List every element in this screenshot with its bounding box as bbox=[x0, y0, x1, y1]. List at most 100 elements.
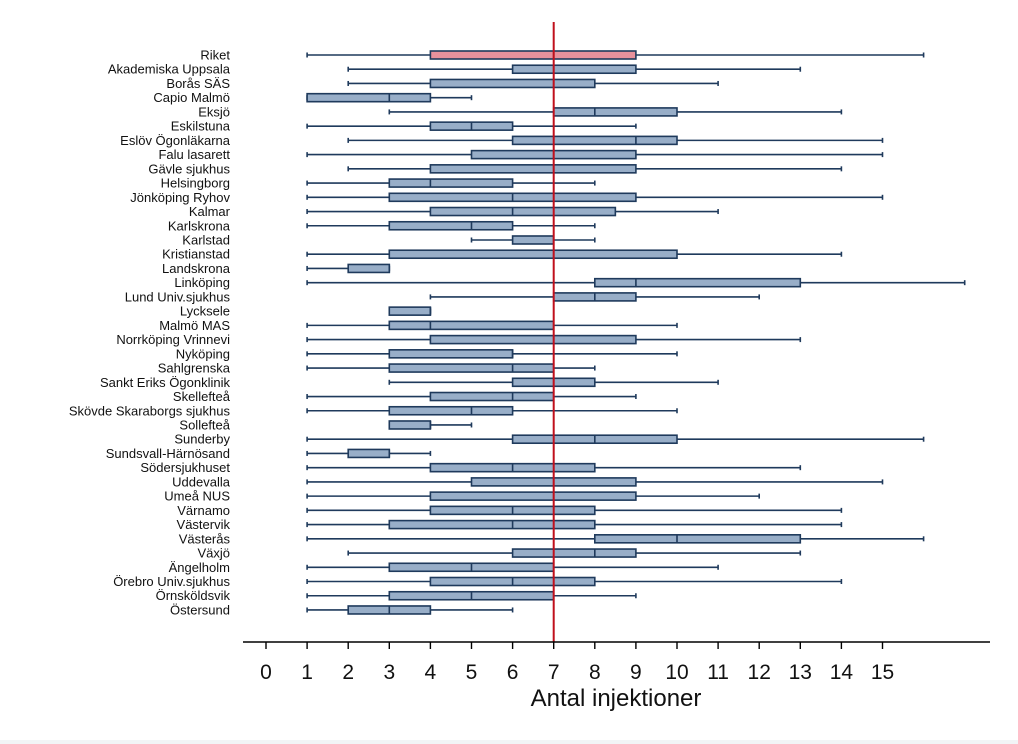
box bbox=[347, 263, 391, 274]
box bbox=[388, 420, 432, 430]
box-row bbox=[306, 149, 884, 160]
category-label: Jönköping Ryhov bbox=[130, 190, 230, 205]
x-tick-label: 1 bbox=[301, 661, 313, 684]
box-row bbox=[347, 548, 802, 558]
box bbox=[388, 519, 596, 530]
box-row bbox=[306, 220, 596, 231]
x-tick-label: 10 bbox=[665, 661, 688, 684]
box-row bbox=[347, 78, 719, 89]
box-row bbox=[306, 320, 678, 331]
category-label: Umeå NUS bbox=[164, 489, 230, 504]
box bbox=[552, 107, 678, 117]
box bbox=[388, 249, 678, 260]
category-label: Kalmar bbox=[189, 204, 231, 219]
box-row bbox=[470, 235, 596, 245]
x-tick-label: 5 bbox=[466, 661, 478, 684]
box bbox=[429, 78, 596, 89]
category-label: Växjö bbox=[197, 546, 230, 561]
box bbox=[429, 50, 637, 60]
category-label: Uddevalla bbox=[172, 474, 231, 489]
category-label: Västervik bbox=[177, 517, 231, 532]
box bbox=[347, 448, 391, 459]
box-row bbox=[306, 391, 637, 402]
category-label: Sunderby bbox=[174, 432, 230, 447]
box-row bbox=[306, 534, 925, 544]
category-label: Capio Malmö bbox=[153, 90, 230, 105]
box-row bbox=[306, 50, 925, 60]
category-label: Sankt Eriks Ögonklinik bbox=[100, 375, 231, 390]
category-label: Eskilstuna bbox=[171, 119, 231, 134]
box-row bbox=[388, 306, 432, 316]
x-tick-label: 12 bbox=[748, 661, 771, 684]
category-label: Landskrona bbox=[162, 261, 231, 276]
box-row bbox=[306, 519, 843, 530]
box-row bbox=[347, 135, 884, 146]
category-label: Skellefteå bbox=[173, 389, 231, 404]
box bbox=[511, 548, 637, 558]
x-tick-label: 4 bbox=[425, 661, 437, 684]
x-tick-label: 11 bbox=[707, 661, 729, 684]
box-row bbox=[347, 164, 843, 174]
box-row bbox=[347, 64, 802, 75]
box-row bbox=[429, 292, 761, 302]
category-label: Riket bbox=[200, 48, 230, 63]
box bbox=[511, 235, 555, 245]
category-label: Linköping bbox=[174, 275, 230, 290]
box-row bbox=[306, 192, 884, 203]
category-label: Borås SÄS bbox=[166, 76, 230, 91]
box-row bbox=[306, 434, 925, 445]
category-label: Gävle sjukhus bbox=[148, 161, 230, 176]
box bbox=[429, 491, 637, 501]
box bbox=[429, 164, 637, 174]
box bbox=[388, 320, 555, 331]
category-label: Eksjö bbox=[198, 104, 230, 119]
category-label: Sollefteå bbox=[179, 417, 230, 432]
box-row bbox=[306, 206, 719, 217]
box bbox=[388, 220, 514, 231]
box-row bbox=[306, 249, 843, 260]
x-tick-label: 3 bbox=[383, 661, 395, 684]
category-label: Kristianstad bbox=[162, 247, 230, 262]
box bbox=[388, 306, 432, 316]
box bbox=[429, 206, 617, 217]
category-label: Värnamo bbox=[177, 503, 230, 518]
category-label: Örnsköldsvik bbox=[156, 588, 231, 603]
box-row bbox=[388, 107, 843, 117]
box-row bbox=[306, 477, 884, 487]
box bbox=[511, 64, 637, 75]
category-label: Östersund bbox=[170, 602, 230, 617]
category-label: Sahlgrenska bbox=[158, 361, 231, 376]
box-row bbox=[306, 576, 843, 587]
box-row bbox=[306, 405, 678, 416]
box-row bbox=[306, 363, 596, 373]
category-label: Falu lasarett bbox=[158, 147, 230, 162]
box bbox=[388, 178, 514, 188]
box bbox=[388, 405, 514, 416]
category-label: Örebro Univ.sjukhus bbox=[113, 574, 230, 589]
x-tick-label: 14 bbox=[830, 661, 854, 684]
box-row bbox=[388, 420, 473, 430]
box-row bbox=[306, 448, 432, 459]
box-row bbox=[306, 263, 391, 274]
x-tick-label: 9 bbox=[630, 661, 642, 684]
box bbox=[511, 135, 678, 146]
category-label: Västerås bbox=[179, 531, 231, 546]
box-row bbox=[306, 92, 473, 103]
box-row bbox=[306, 605, 514, 615]
category-label: Karlstad bbox=[182, 232, 230, 247]
x-axis-title: Antal injektioner bbox=[531, 685, 702, 712]
box-row bbox=[306, 505, 843, 516]
box bbox=[306, 92, 432, 103]
x-tick-label: 7 bbox=[548, 661, 560, 684]
category-label: Helsingborg bbox=[161, 176, 230, 191]
x-tick-label: 6 bbox=[507, 661, 519, 684]
x-tick-label: 8 bbox=[589, 661, 601, 684]
box-row bbox=[306, 562, 719, 573]
category-label: Nyköping bbox=[176, 346, 230, 361]
x-tick-label: 2 bbox=[342, 661, 354, 684]
category-label: Akademiska Uppsala bbox=[108, 62, 231, 77]
category-label: Sundsvall-Härnösand bbox=[106, 446, 230, 461]
